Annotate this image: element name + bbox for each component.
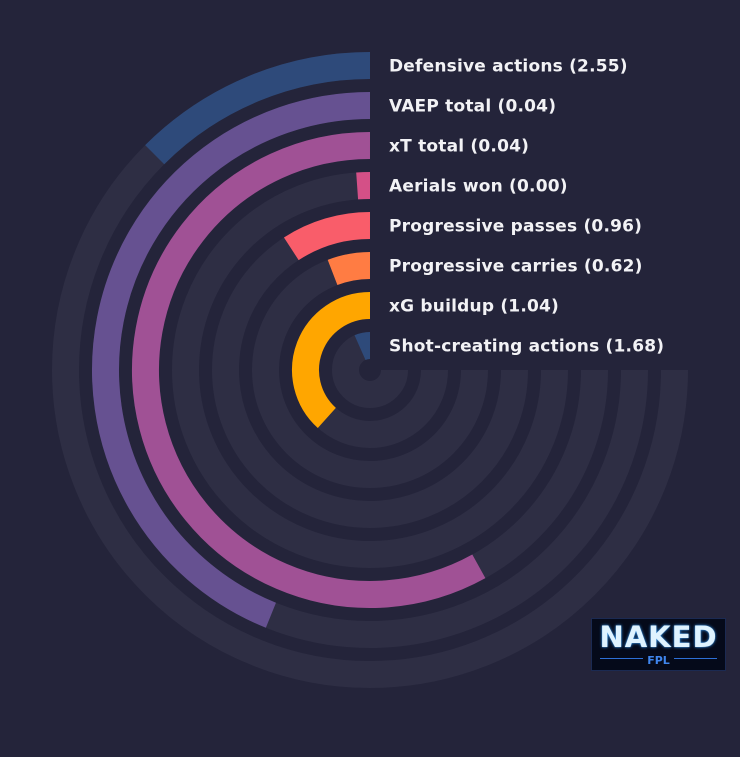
logo-subtext: FPL <box>643 654 674 667</box>
bar-label: xT total (0.04) <box>389 137 529 157</box>
bar-xg-buildup <box>292 292 371 428</box>
bar-vaep-total <box>92 92 371 628</box>
ring-track <box>172 172 568 568</box>
bar-label: VAEP total (0.04) <box>389 97 556 117</box>
logo-wordmark: NAKED <box>599 620 718 654</box>
label-group: Defensive actions (2.55) VAEP total (0.04… <box>389 57 664 357</box>
bar-label: Progressive passes (0.96) <box>389 217 642 237</box>
bar-label: Progressive carries (0.62) <box>389 257 643 277</box>
bar-label: xG buildup (1.04) <box>389 297 559 317</box>
ring-track <box>212 212 528 528</box>
ring-track <box>332 332 408 408</box>
bar-label: Shot-creating actions (1.68) <box>389 337 664 357</box>
bar-defensive-actions <box>145 52 371 165</box>
bar-progressive-carries <box>327 252 371 286</box>
bar-group <box>92 52 486 628</box>
bar-label: Aerials won (0.00) <box>389 177 568 197</box>
bar-shot-creating-actions <box>354 332 371 361</box>
ring-track <box>252 252 488 488</box>
bar-xt-total <box>132 132 486 608</box>
bar-progressive-passes <box>283 212 371 261</box>
bar-label: Defensive actions (2.55) <box>389 57 628 77</box>
naked-fpl-logo: NAKED FPL <box>591 618 726 671</box>
